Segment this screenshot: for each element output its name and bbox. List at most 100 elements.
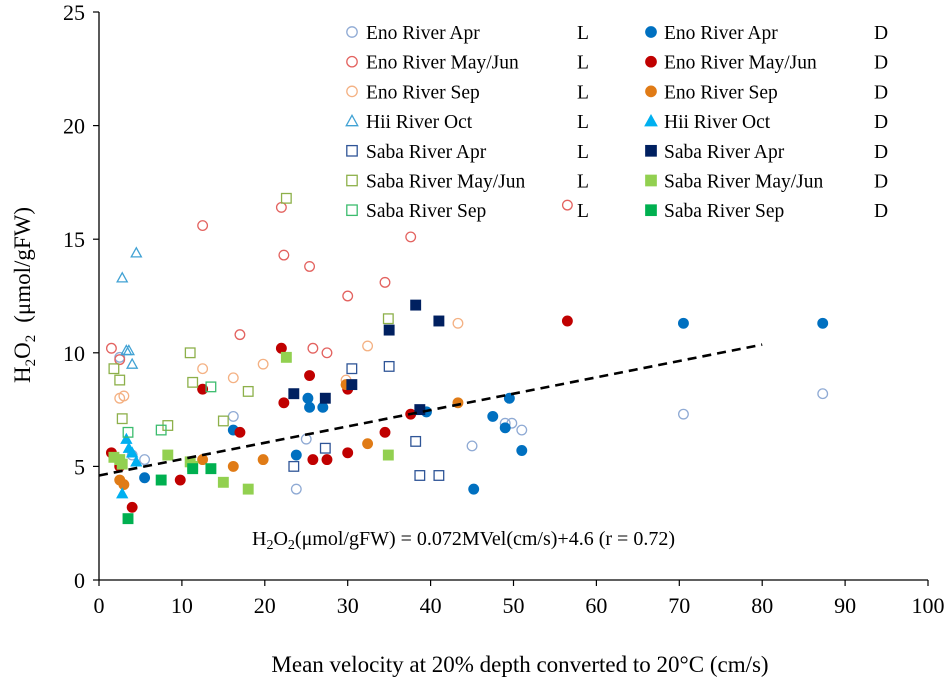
series-9 (288, 299, 445, 416)
regression-label-o: O (273, 528, 287, 550)
data-point (342, 290, 354, 302)
regression-label-h: H (252, 528, 266, 550)
x-tick-label: 40 (420, 593, 442, 618)
series-6 (116, 246, 143, 369)
data-point (234, 426, 246, 438)
legend-marker (644, 114, 658, 127)
data-point (217, 476, 229, 488)
data-point (414, 470, 426, 481)
series-11 (108, 351, 394, 495)
data-point (139, 454, 151, 466)
data-point (288, 460, 300, 472)
regression-label-sub2: 2 (288, 538, 295, 553)
data-point (405, 231, 417, 243)
regression-label-rest: (μmol/gFW) = 0.072MVel(cm/s)+4.6 (r = 0.… (295, 528, 675, 550)
x-tick-label: 20 (254, 593, 276, 618)
legend-entry: Saba River Sep D (645, 201, 888, 222)
data-point (197, 383, 209, 395)
legend-entry: Saba River Apr D (645, 142, 888, 163)
data-point (187, 376, 199, 388)
data-point (174, 474, 186, 486)
x-tick-label: 10 (171, 593, 193, 618)
legend-marker (645, 55, 657, 68)
regression-label-sub1: 2 (266, 538, 273, 553)
legend-flag: D (874, 82, 888, 103)
y-axis-title-unit: (μmol/gFW) (10, 207, 35, 323)
legend-marker (346, 144, 358, 157)
data-point (116, 487, 129, 499)
data-point (155, 474, 167, 486)
legend-flag: D (874, 112, 888, 133)
series-12 (122, 381, 217, 438)
data-point (304, 261, 316, 272)
data-point (433, 315, 445, 327)
legend-label: Saba River Apr (664, 142, 785, 163)
legend-marker (346, 174, 358, 187)
data-point (114, 374, 126, 386)
legend-entry: Saba River May/Jun D (645, 172, 888, 193)
data-point (116, 271, 129, 283)
legend-marker (346, 85, 358, 98)
legend-label: Hii River Oct (366, 112, 473, 133)
regression-line (98, 343, 763, 477)
legend-marker (345, 114, 359, 127)
data-point (187, 463, 199, 475)
legend-marker (645, 144, 657, 157)
data-point (105, 342, 117, 354)
data-point (677, 408, 689, 420)
data-point (321, 347, 333, 359)
data-point (275, 342, 287, 354)
data-point (197, 363, 209, 375)
legend-entry: Eno River May/Jun D (645, 53, 888, 74)
legend-label: Eno River May/Jun (366, 53, 519, 74)
data-point (317, 401, 329, 413)
legend-label: Eno River Sep (664, 82, 778, 103)
y-tick-label: 15 (63, 227, 85, 252)
series-7 (116, 432, 143, 499)
legend-entry: Hii River Oct L (345, 112, 589, 133)
data-point (130, 455, 143, 467)
x-tick-label: 60 (585, 593, 607, 618)
data-point (122, 513, 134, 525)
legend-label: Eno River May/Jun (664, 53, 817, 74)
data-point (155, 424, 167, 436)
data-point (278, 249, 290, 261)
legend-flag: D (874, 201, 888, 222)
data-point (487, 410, 499, 422)
data-point (125, 357, 139, 369)
legend-flag: L (577, 23, 589, 44)
data-point (677, 317, 689, 329)
legend-flag: L (577, 112, 589, 133)
x-tick-label: 90 (834, 593, 856, 618)
data-point (379, 426, 391, 438)
legend-entry: Eno River May/Jun L (346, 53, 589, 74)
data-point (217, 415, 229, 427)
data-point (205, 381, 217, 393)
data-point (139, 472, 151, 484)
legend-marker (346, 26, 358, 38)
data-point (116, 413, 128, 425)
x-axis-title: Mean velocity at 20% depth converted to … (271, 652, 768, 677)
data-point (290, 483, 302, 495)
data-point (114, 354, 126, 366)
data-point (382, 449, 394, 461)
data-point (227, 460, 239, 472)
legend-flag: D (874, 23, 888, 44)
x-tick-label: 80 (751, 593, 773, 618)
data-point (817, 317, 829, 329)
data-point (257, 454, 269, 466)
x-tick-label: 30 (337, 593, 359, 618)
data-point (205, 463, 217, 475)
data-point (321, 454, 333, 466)
x-tick-label: 0 (94, 593, 105, 618)
legend-marker (645, 26, 657, 38)
data-point (278, 397, 290, 409)
data-point (108, 363, 120, 375)
data-point (410, 435, 422, 447)
legend-flag: D (874, 172, 888, 193)
y-axis-title-sub1: 2 (23, 359, 39, 367)
data-point (362, 438, 374, 450)
data-point (304, 370, 316, 381)
data-point (302, 392, 314, 404)
